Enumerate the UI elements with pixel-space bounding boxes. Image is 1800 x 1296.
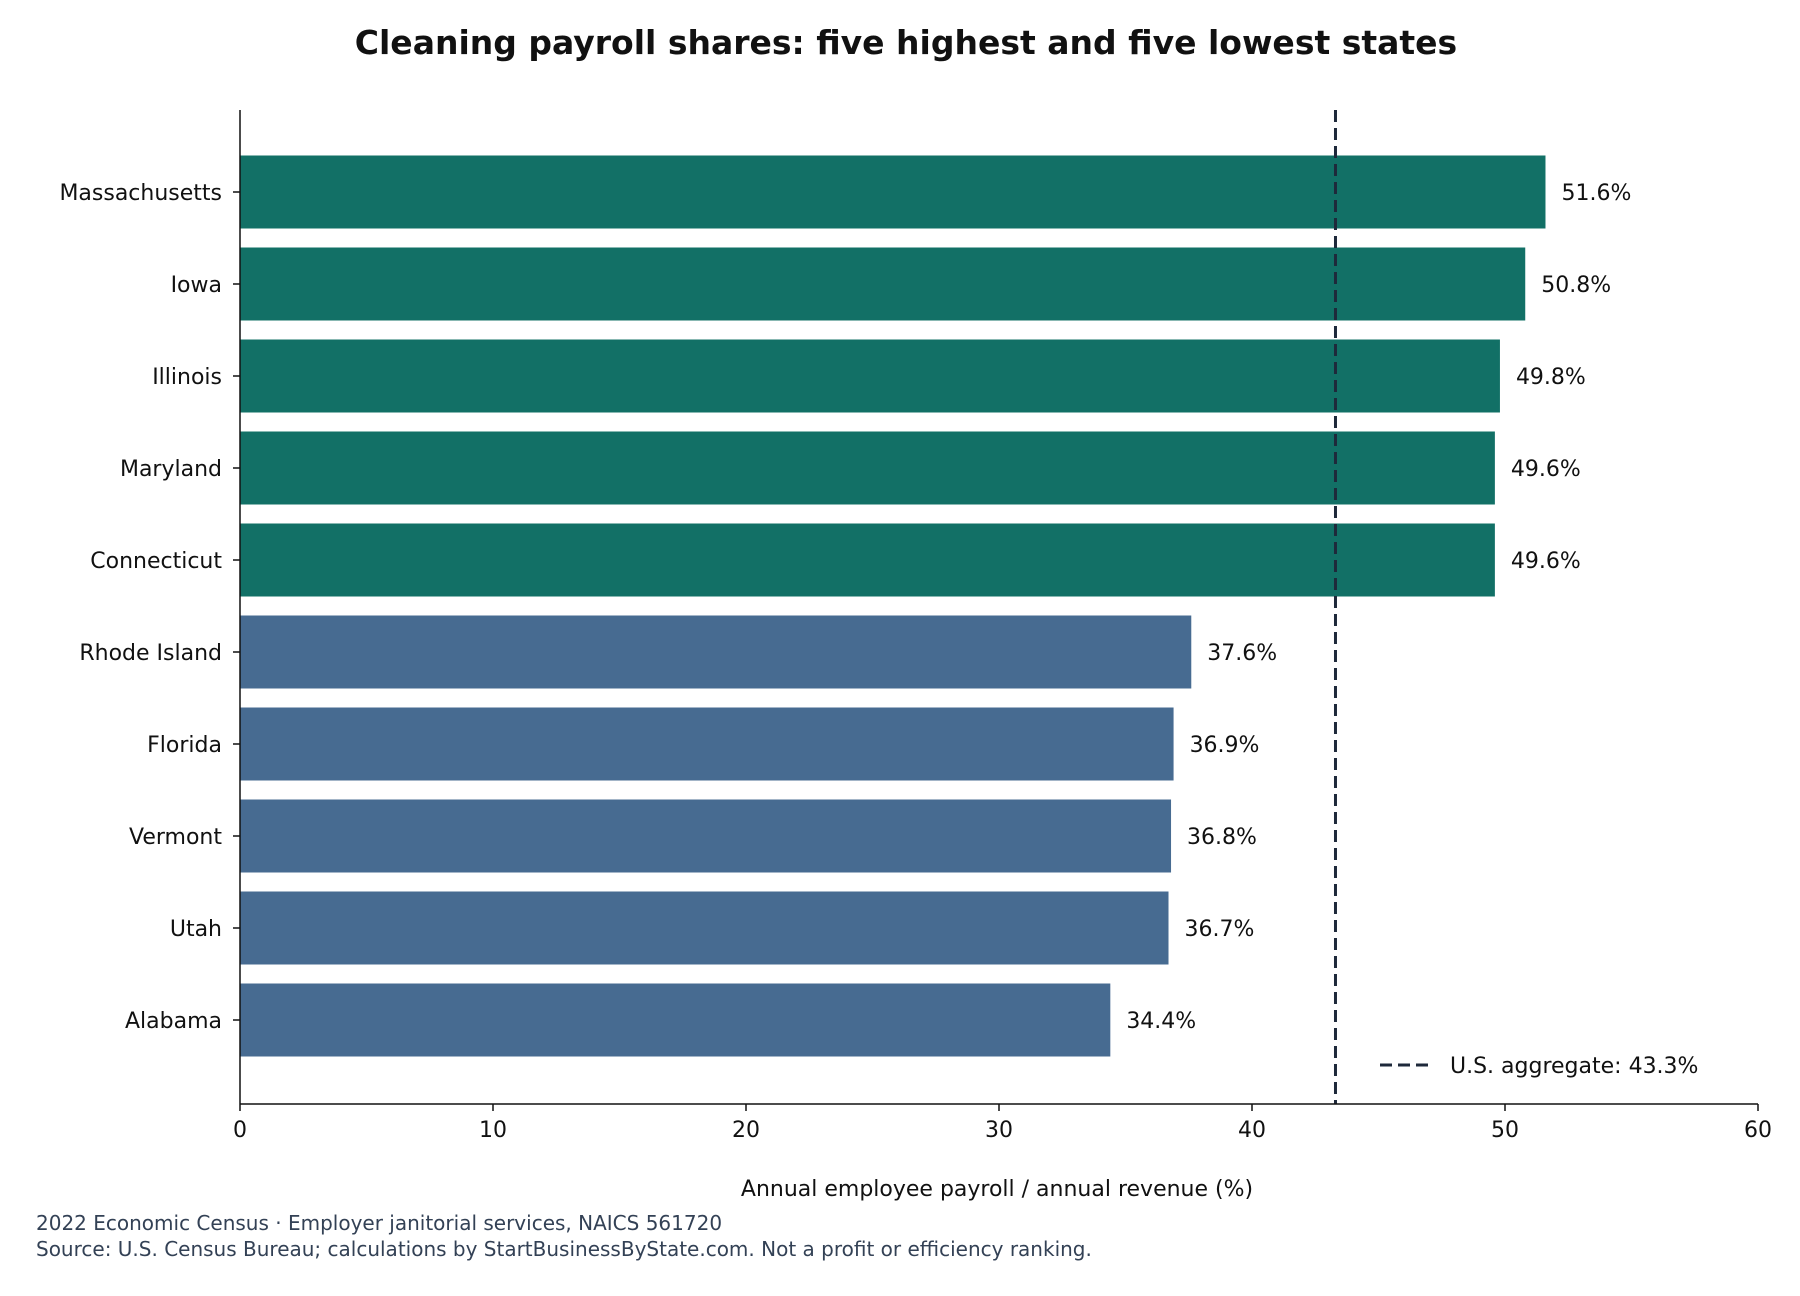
y-tick-label: Massachusetts xyxy=(59,181,222,206)
bar xyxy=(240,523,1495,597)
x-tick-label: 50 xyxy=(1491,1118,1519,1143)
x-tick-label: 40 xyxy=(1238,1118,1266,1143)
y-tick-label: Utah xyxy=(170,917,222,942)
bar xyxy=(240,155,1546,229)
x-tick-label: 30 xyxy=(985,1118,1013,1143)
y-tick-label: Alabama xyxy=(125,1009,222,1034)
x-tick-label: 10 xyxy=(479,1118,507,1143)
x-tick-label: 60 xyxy=(1744,1118,1772,1143)
bar-value-label: 51.6% xyxy=(1561,181,1631,206)
bar-value-label: 37.6% xyxy=(1207,641,1277,666)
legend-label: U.S. aggregate: 43.3% xyxy=(1450,1054,1698,1079)
bar xyxy=(240,983,1111,1057)
bar-value-label: 36.7% xyxy=(1185,917,1255,942)
axes-layer: Massachusetts Iowa Illinois Maryland Connect… xyxy=(59,110,1772,1143)
bar-value-label: 49.8% xyxy=(1516,365,1586,390)
x-axis-label: Annual employee payroll / annual revenue… xyxy=(741,1177,1253,1202)
bar-value-label: 49.6% xyxy=(1511,457,1581,482)
x-tick-label: 0 xyxy=(233,1118,247,1143)
y-tick-label: Iowa xyxy=(171,273,222,298)
footnote-line-1: 2022 Economic Census · Employer janitori… xyxy=(36,1211,722,1235)
y-tick-label: Vermont xyxy=(129,825,222,850)
legend: U.S. aggregate: 43.3% xyxy=(1380,1054,1698,1079)
bar xyxy=(240,615,1192,689)
bar xyxy=(240,431,1495,505)
bar-value-label: 49.6% xyxy=(1511,549,1581,574)
bar xyxy=(240,707,1174,781)
bar xyxy=(240,339,1500,413)
y-tick-label: Connecticut xyxy=(90,549,222,574)
bar-value-label: 50.8% xyxy=(1541,273,1611,298)
y-tick-label: Florida xyxy=(147,733,222,758)
bar xyxy=(240,247,1526,321)
bar-value-label: 34.4% xyxy=(1126,1009,1196,1034)
y-tick-label: Maryland xyxy=(120,457,222,482)
y-tick-label: Rhode Island xyxy=(79,641,222,666)
footnote-line-2: Source: U.S. Census Bureau; calculations… xyxy=(36,1237,1092,1261)
bar xyxy=(240,891,1169,965)
chart-title: Cleaning payroll shares: five highest an… xyxy=(355,23,1457,62)
x-tick-label: 20 xyxy=(732,1118,760,1143)
bars-layer: 51.6% 50.8% 49.8% 49.6% 49.6% 37.6% 36.9% 36.8%… xyxy=(240,155,1631,1057)
y-tick-label: Illinois xyxy=(152,365,222,390)
bar-value-label: 36.9% xyxy=(1190,733,1260,758)
bar xyxy=(240,799,1172,873)
bar-value-label: 36.8% xyxy=(1187,825,1257,850)
